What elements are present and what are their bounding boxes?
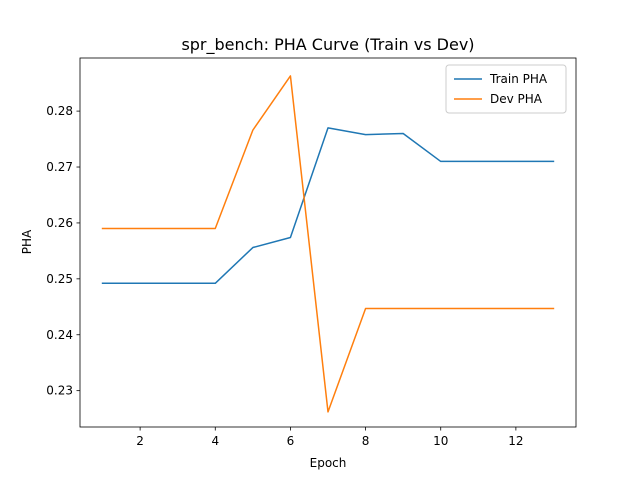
legend-box [445, 64, 567, 114]
x-tick-label: 4 [211, 434, 219, 448]
x-tick-label: 8 [362, 434, 370, 448]
x-tick-label: 6 [287, 434, 295, 448]
legend-label-1: Dev PHA [490, 92, 543, 106]
plot-area: 2 4 6 8 10 12 0.23 0.24 0.25 0.26 0.27 0.28 Train PH… [46, 57, 577, 448]
y-tick-label: 0.23 [46, 384, 73, 398]
series-line-1 [101, 75, 555, 413]
x-tick-label: 12 [508, 434, 523, 448]
y-tick-label: 0.25 [46, 272, 73, 286]
x-tick-label: 10 [433, 434, 448, 448]
y-tick-label: 0.27 [46, 160, 73, 174]
series-line-0 [101, 127, 555, 285]
y-tick-label: 0.28 [46, 104, 73, 118]
chart-title: spr_bench: PHA Curve (Train vs Dev) [181, 35, 474, 55]
y-tick-label: 0.26 [46, 216, 73, 230]
axes-frame [79, 57, 577, 428]
x-tick-label: 2 [136, 434, 144, 448]
x-axis-label: Epoch [310, 456, 347, 470]
y-tick-label: 0.24 [46, 328, 73, 342]
y-axis-label: PHA [20, 229, 34, 254]
legend-label-0: Train PHA [489, 72, 548, 86]
